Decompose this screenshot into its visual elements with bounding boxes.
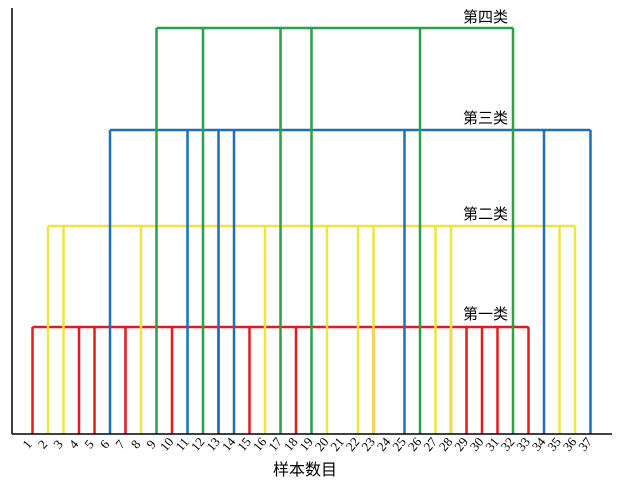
x-tick-label-6: 6 [97, 436, 113, 451]
dendrogram-marks [31, 26, 592, 434]
x-tick-label-4: 4 [66, 436, 82, 451]
x-tick-label-1: 1 [19, 437, 35, 452]
x-tick-labels: 1 2 3 4 5 6 7 8 91011121314151617181920212223242… [19, 434, 595, 454]
axes [11, 8, 612, 435]
class-label-level-4: 第四类 [463, 8, 508, 26]
cluster-level-4 [155, 26, 515, 434]
x-tick-label-7: 7 [112, 436, 128, 451]
x-axis-title: 样本数目 [273, 460, 337, 479]
class-label-level-3: 第三类 [463, 109, 508, 127]
cluster-level-3 [108, 128, 592, 434]
x-tick-label-5: 5 [81, 437, 97, 452]
class-labels: 第一类 第二类 第三类 第四类 [463, 8, 508, 323]
class-label-level-1: 第一类 [463, 305, 508, 323]
x-tick-label-8: 8 [128, 437, 144, 452]
x-tick-label-2: 2 [35, 437, 51, 452]
x-tick-label-37: 37 [575, 434, 595, 454]
x-tick-label-3: 3 [50, 437, 66, 452]
cluster-level-2 [46, 224, 577, 434]
class-label-level-2: 第二类 [463, 205, 508, 223]
